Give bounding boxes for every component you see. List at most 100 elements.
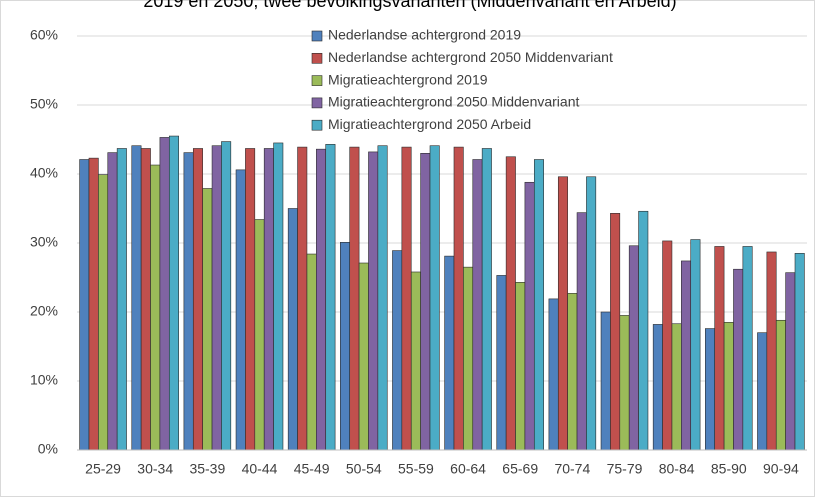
bar bbox=[107, 152, 118, 451]
x-tick-label: 85-90 bbox=[711, 461, 747, 477]
bar bbox=[723, 322, 734, 451]
legend-label: Migratieachtergrond 2050 Arbeid bbox=[328, 116, 531, 132]
x-tick-label: 25-29 bbox=[85, 461, 121, 477]
bar bbox=[358, 262, 369, 451]
bar bbox=[714, 246, 725, 451]
bar bbox=[131, 145, 142, 451]
bar bbox=[463, 266, 474, 451]
bar bbox=[79, 159, 90, 451]
bar bbox=[524, 181, 535, 451]
bar bbox=[150, 164, 161, 451]
bar bbox=[576, 212, 587, 451]
bar bbox=[392, 250, 403, 451]
bar bbox=[221, 141, 232, 451]
bar bbox=[472, 159, 483, 451]
bar bbox=[254, 219, 265, 451]
bar bbox=[444, 255, 455, 451]
bar bbox=[496, 275, 507, 451]
x-tick-label: 75-79 bbox=[607, 461, 643, 477]
bar bbox=[297, 146, 308, 451]
legend-label: Nederlandse achtergrond 2019 bbox=[328, 27, 521, 43]
bar bbox=[340, 242, 351, 451]
x-tick-label: 50-54 bbox=[346, 461, 382, 477]
bar bbox=[515, 282, 526, 451]
bar bbox=[481, 148, 492, 451]
bar bbox=[306, 253, 317, 451]
bar bbox=[420, 153, 431, 451]
bar bbox=[316, 148, 327, 451]
bar bbox=[88, 157, 99, 451]
legend-swatch bbox=[311, 97, 323, 109]
bar bbox=[202, 188, 213, 451]
bar bbox=[287, 208, 298, 451]
legend-swatch bbox=[311, 52, 323, 64]
bar bbox=[159, 137, 170, 451]
x-tick-label: 45-49 bbox=[294, 461, 330, 477]
bar bbox=[690, 239, 701, 451]
bar bbox=[368, 151, 379, 451]
bar bbox=[273, 142, 284, 451]
y-tick-label: 50% bbox=[30, 96, 58, 112]
bar bbox=[557, 176, 568, 451]
y-tick-label: 10% bbox=[30, 372, 58, 388]
bar bbox=[586, 176, 597, 451]
y-tick-label: 60% bbox=[30, 27, 58, 43]
bar bbox=[619, 315, 630, 451]
bar bbox=[505, 156, 516, 451]
bar bbox=[775, 319, 786, 451]
x-tick-label: 35-39 bbox=[189, 461, 225, 477]
x-tick-label: 70-74 bbox=[554, 461, 590, 477]
bar bbox=[662, 240, 673, 451]
y-tick-label: 20% bbox=[30, 303, 58, 319]
bar bbox=[757, 332, 768, 451]
bar bbox=[140, 148, 151, 451]
bar bbox=[600, 311, 611, 451]
x-tick-label: 55-59 bbox=[398, 461, 434, 477]
bar bbox=[211, 145, 222, 451]
bar bbox=[638, 210, 649, 451]
x-tick-label: 65-69 bbox=[502, 461, 538, 477]
bar bbox=[785, 272, 796, 451]
legend-swatch bbox=[311, 75, 323, 86]
x-tick-label: 60-64 bbox=[450, 461, 486, 477]
bar bbox=[794, 253, 805, 451]
legend-label: Migratieachtergrond 2050 Middenvariant bbox=[328, 94, 579, 110]
bar bbox=[681, 260, 692, 451]
bar bbox=[325, 144, 336, 451]
legend-label: Nederlandse achtergrond 2050 Middenvaria… bbox=[328, 49, 613, 65]
bar bbox=[245, 148, 256, 451]
bar bbox=[98, 174, 109, 451]
legend-swatch bbox=[311, 30, 323, 42]
bar bbox=[733, 268, 744, 451]
bar bbox=[766, 251, 777, 451]
bar bbox=[610, 213, 621, 451]
x-tick-label: 80-84 bbox=[659, 461, 695, 477]
bar bbox=[628, 245, 639, 451]
bar bbox=[548, 298, 559, 451]
bar bbox=[671, 323, 682, 451]
bar bbox=[742, 246, 753, 451]
bar bbox=[567, 293, 578, 451]
x-tick-label: 40-44 bbox=[242, 461, 278, 477]
bar bbox=[453, 146, 464, 451]
x-tick-label: 30-34 bbox=[137, 461, 173, 477]
bar bbox=[377, 145, 388, 451]
bar bbox=[652, 324, 663, 451]
bar bbox=[168, 135, 179, 451]
bar bbox=[116, 148, 127, 451]
bar bbox=[349, 146, 360, 451]
bar bbox=[429, 145, 440, 451]
bar bbox=[235, 169, 246, 451]
bar bbox=[705, 328, 716, 451]
bar bbox=[183, 152, 194, 451]
legend-label: Migratieachtergrond 2019 bbox=[328, 71, 488, 87]
bar bbox=[263, 148, 274, 451]
x-tick-label: 90-94 bbox=[763, 461, 799, 477]
legend-swatch bbox=[311, 119, 323, 131]
y-tick-label: 30% bbox=[30, 234, 58, 250]
bar bbox=[533, 159, 544, 451]
bar bbox=[401, 146, 412, 451]
y-tick-label: 40% bbox=[30, 165, 58, 181]
chart-title: 2019 en 2050, twee bevolkingsvarianten (… bbox=[143, 0, 676, 11]
